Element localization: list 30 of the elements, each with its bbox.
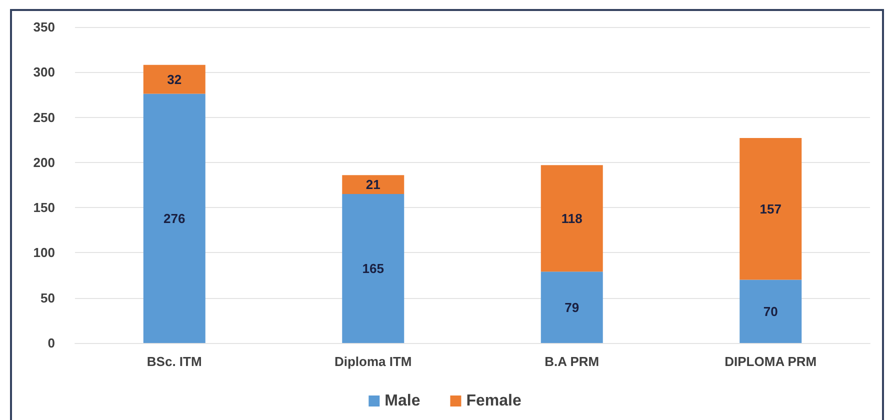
bar <box>143 64 206 94</box>
data-label: 118 <box>561 210 582 226</box>
y-tick-label: 100 <box>33 245 55 260</box>
y-tick-label: 350 <box>33 20 55 34</box>
bar <box>342 175 404 194</box>
x-tick-label: B.A PRM <box>544 354 600 369</box>
y-tick-label: 150 <box>33 200 55 216</box>
data-label: 79 <box>564 300 580 315</box>
legend-label: Male <box>384 392 420 410</box>
data-label: 21 <box>366 177 380 192</box>
y-tick-label: 50 <box>40 290 55 306</box>
y-tick-label: 200 <box>33 154 55 170</box>
y-tick-label: 0 <box>48 336 55 350</box>
bar <box>540 165 603 272</box>
y-tick-label: 250 <box>33 110 55 125</box>
bar <box>143 94 206 343</box>
data-label: 157 <box>760 201 782 216</box>
y-tick-label: 300 <box>33 64 55 80</box>
data-label: 32 <box>167 72 182 87</box>
legend-label: Female <box>466 392 522 410</box>
bar <box>740 138 802 280</box>
bar <box>740 280 802 343</box>
x-tick-label: DIPLOMA PRM <box>724 354 817 369</box>
bar <box>342 194 404 343</box>
x-tick-label: Diploma ITM <box>334 354 412 369</box>
data-label: 165 <box>362 261 384 276</box>
x-tick-label: BSc. ITM <box>146 354 202 369</box>
data-label: 70 <box>763 304 778 319</box>
bar <box>540 272 603 343</box>
data-label: 276 <box>164 210 186 226</box>
